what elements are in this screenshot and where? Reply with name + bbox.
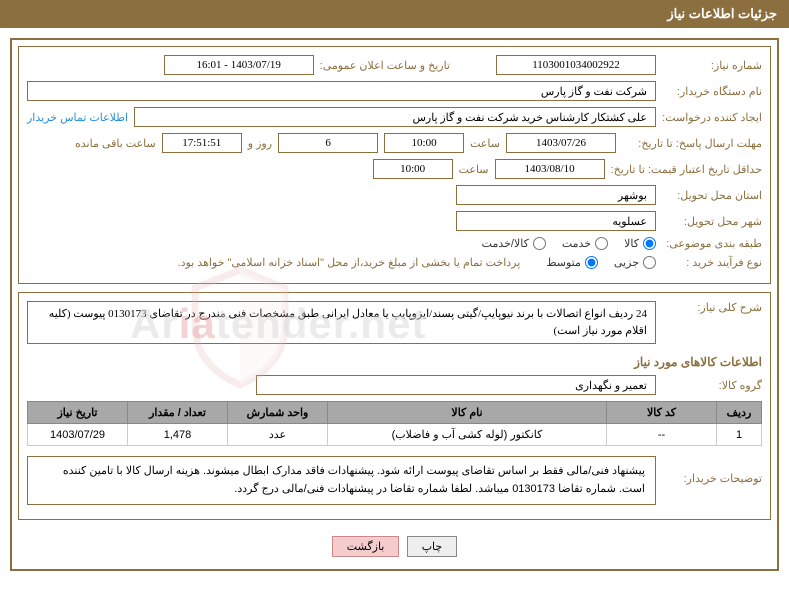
province-label: استان محل تحویل: — [662, 189, 762, 202]
th-row: ردیف — [717, 402, 762, 424]
validity-label: حداقل تاریخ اعتبار قیمت: تا تاریخ: — [611, 163, 762, 176]
buyer-notes-label: توضیحات خریدار: — [662, 472, 762, 485]
back-button[interactable]: بازگشت — [332, 536, 400, 557]
goods-table: ردیف کد کالا نام کالا واحد شمارش تعداد /… — [27, 401, 762, 446]
th-unit: واحد شمارش — [228, 402, 328, 424]
category-label: طبقه بندی موضوعی: — [662, 237, 762, 250]
goods-group-input[interactable] — [256, 375, 656, 395]
time-remaining-input[interactable] — [162, 133, 242, 153]
requester-label: ایجاد کننده درخواست: — [662, 111, 762, 124]
cell-qty: 1,478 — [128, 424, 228, 446]
cell-unit: عدد — [228, 424, 328, 446]
requester-input[interactable] — [134, 107, 656, 127]
need-number-input[interactable] — [496, 55, 656, 75]
deadline-date-input[interactable] — [506, 133, 616, 153]
deadline-time-input[interactable] — [384, 133, 464, 153]
proc-medium-radio[interactable]: متوسط — [546, 256, 598, 269]
cat-goods-radio[interactable]: کالا — [624, 237, 656, 250]
goods-group-label: گروه کالا: — [662, 379, 762, 392]
overview-textarea[interactable] — [27, 301, 656, 344]
announce-label: تاریخ و ساعت اعلان عمومی: — [320, 59, 450, 72]
th-date: تاریخ نیاز — [28, 402, 128, 424]
page-header: جزئیات اطلاعات نیاز — [0, 0, 789, 28]
buyer-org-label: نام دستگاه خریدار: — [662, 85, 762, 98]
table-row: 1 -- کانکتور (لوله کشی آب و فاضلاب) عدد … — [28, 424, 762, 446]
buyer-notes-box: پیشنهاد فنی/مالی فقط بر اساس تقاضای پیوس… — [27, 456, 656, 505]
remaining-label: ساعت باقی مانده — [75, 137, 156, 150]
proc-partial-radio[interactable]: جزیی — [614, 256, 656, 269]
th-qty: تعداد / مقدار — [128, 402, 228, 424]
overview-label: شرح کلی نیاز: — [662, 301, 762, 314]
city-label: شهر محل تحویل: — [662, 215, 762, 228]
days-remaining-input[interactable] — [278, 133, 378, 153]
process-label: نوع فرآیند خرید : — [662, 256, 762, 269]
page-title: جزئیات اطلاعات نیاز — [667, 6, 777, 21]
validity-date-input[interactable] — [495, 159, 605, 179]
buttons-row: چاپ بازگشت — [18, 530, 771, 563]
goods-info-title: اطلاعات کالاهای مورد نیاز — [27, 355, 762, 369]
cell-date: 1403/07/29 — [28, 424, 128, 446]
cell-code: -- — [607, 424, 717, 446]
th-name: نام کالا — [328, 402, 607, 424]
time-label-1: ساعت — [470, 137, 500, 150]
province-input[interactable] — [456, 185, 656, 205]
contact-link[interactable]: اطلاعات تماس خریدار — [27, 111, 128, 124]
announce-input[interactable] — [164, 55, 314, 75]
overview-panel: شرح کلی نیاز: اطلاعات کالاهای مورد نیاز … — [18, 292, 771, 520]
print-button[interactable]: چاپ — [407, 536, 458, 557]
time-label-2: ساعت — [459, 163, 489, 176]
cell-name: کانکتور (لوله کشی آب و فاضلاب) — [328, 424, 607, 446]
validity-time-input[interactable] — [373, 159, 453, 179]
main-container: جزئیات اطلاعات نیاز Ariatender.net شماره… — [0, 0, 789, 571]
days-and-label: روز و — [248, 137, 272, 150]
payment-note: پرداخت تمام یا بخشی از مبلغ خرید،از محل … — [178, 256, 521, 269]
buyer-org-input[interactable] — [27, 81, 656, 101]
cell-row: 1 — [717, 424, 762, 446]
cat-service-radio[interactable]: خدمت — [562, 237, 608, 250]
city-input[interactable] — [456, 211, 656, 231]
main-panel: شماره نیاز: تاریخ و ساعت اعلان عمومی: نا… — [10, 38, 779, 571]
details-panel: شماره نیاز: تاریخ و ساعت اعلان عمومی: نا… — [18, 46, 771, 284]
deadline-label: مهلت ارسال پاسخ: تا تاریخ: — [622, 137, 762, 150]
cat-goods-service-radio[interactable]: کالا/خدمت — [482, 237, 546, 250]
th-code: کد کالا — [607, 402, 717, 424]
need-number-label: شماره نیاز: — [662, 59, 762, 72]
